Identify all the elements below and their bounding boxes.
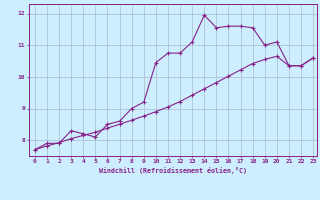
X-axis label: Windchill (Refroidissement éolien,°C): Windchill (Refroidissement éolien,°C) bbox=[99, 167, 247, 174]
